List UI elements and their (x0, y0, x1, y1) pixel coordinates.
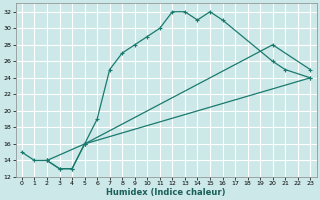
X-axis label: Humidex (Indice chaleur): Humidex (Indice chaleur) (106, 188, 226, 197)
